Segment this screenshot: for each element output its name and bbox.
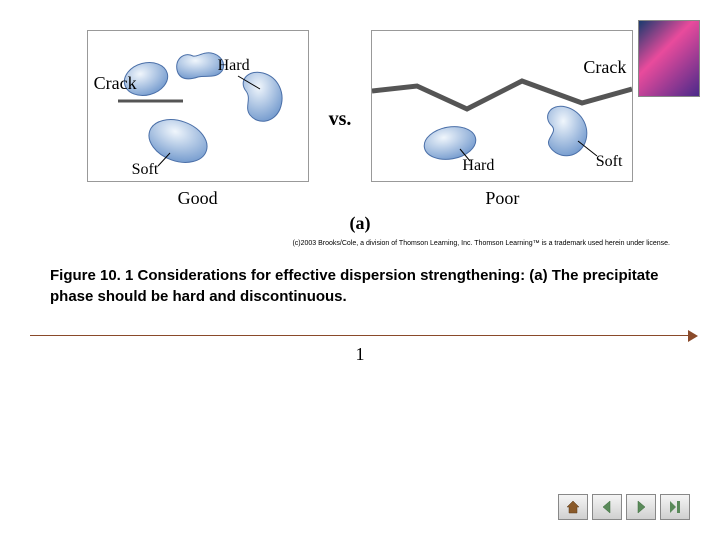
crack-label-left: Crack — [94, 73, 137, 94]
diagram-row: Crack Hard Soft Good vs. — [50, 30, 670, 209]
poor-panel: Crack Hard Soft — [371, 30, 633, 182]
next-icon — [633, 499, 649, 515]
soft-label-left: Soft — [132, 161, 159, 179]
page-number: 1 — [0, 344, 720, 365]
poor-caption: Poor — [371, 188, 633, 209]
sub-label-a: (a) — [50, 213, 670, 234]
crack-label-right: Crack — [583, 57, 626, 78]
prev-icon — [599, 499, 615, 515]
home-button[interactable] — [558, 494, 588, 520]
divider-line — [30, 335, 690, 336]
prev-button[interactable] — [592, 494, 622, 520]
poor-panel-wrap: Crack Hard Soft Poor — [371, 30, 633, 209]
soft-label-right: Soft — [596, 153, 623, 171]
divider-arrow-icon — [688, 330, 698, 342]
figure-caption: Figure 10. 1 Considerations for effectiv… — [50, 265, 670, 307]
vs-label: vs. — [329, 108, 352, 131]
good-panel-wrap: Crack Hard Soft Good — [87, 30, 309, 209]
nav-button-group — [558, 494, 690, 520]
next-button[interactable] — [626, 494, 656, 520]
hard-label-left: Hard — [218, 57, 250, 75]
good-panel: Crack Hard Soft — [87, 30, 309, 182]
hard-label-right: Hard — [462, 157, 494, 175]
home-icon — [565, 499, 581, 515]
end-button[interactable] — [660, 494, 690, 520]
copyright-text: (c)2003 Brooks/Cole, a division of Thoms… — [0, 240, 670, 247]
good-caption: Good — [87, 188, 309, 209]
end-icon — [667, 499, 683, 515]
